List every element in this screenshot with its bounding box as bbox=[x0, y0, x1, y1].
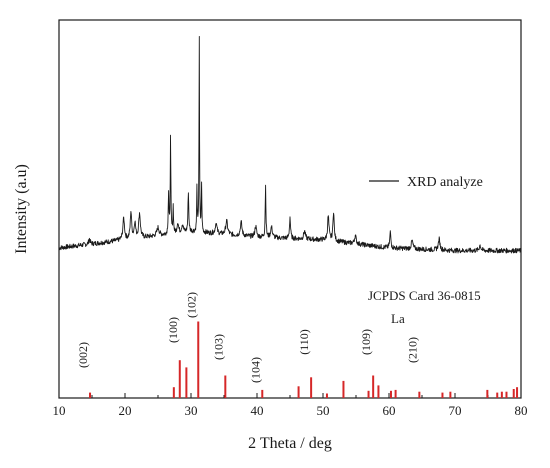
miller-label: (002) bbox=[76, 342, 90, 368]
miller-label: (100) bbox=[166, 317, 180, 343]
miller-label: (109) bbox=[359, 329, 373, 355]
x-tick-label: 80 bbox=[515, 403, 528, 418]
reference-element-label: La bbox=[391, 311, 405, 326]
x-tick-label: 20 bbox=[119, 403, 132, 418]
y-axis-label: Intensity (a.u) bbox=[13, 164, 30, 254]
miller-label: (104) bbox=[248, 357, 262, 383]
miller-label: (210) bbox=[405, 337, 419, 363]
x-axis: 10 20 30 40 50 60 70 80 bbox=[53, 393, 528, 418]
x-axis-label: 2 Theta / deg bbox=[248, 435, 332, 452]
reference-card-label: JCPDS Card 36-0815 bbox=[368, 288, 481, 303]
x-tick-label: 40 bbox=[251, 403, 264, 418]
miller-label: (110) bbox=[297, 329, 311, 355]
legend-label: XRD analyze bbox=[407, 175, 483, 190]
miller-label: (102) bbox=[184, 292, 198, 318]
x-tick-label: 60 bbox=[383, 403, 396, 418]
x-tick-label: 50 bbox=[317, 403, 330, 418]
plot-frame bbox=[58, 19, 522, 399]
xrd-series-line bbox=[58, 35, 522, 254]
x-tick-label: 30 bbox=[185, 403, 198, 418]
miller-label: (103) bbox=[211, 334, 225, 360]
x-tick-label: 10 bbox=[53, 403, 66, 418]
x-tick-label: 70 bbox=[449, 403, 462, 418]
miller-labels: (002) (100) (102) (103) (104) (110) (109) (210) bbox=[76, 292, 419, 383]
reference-lines bbox=[89, 321, 519, 398]
